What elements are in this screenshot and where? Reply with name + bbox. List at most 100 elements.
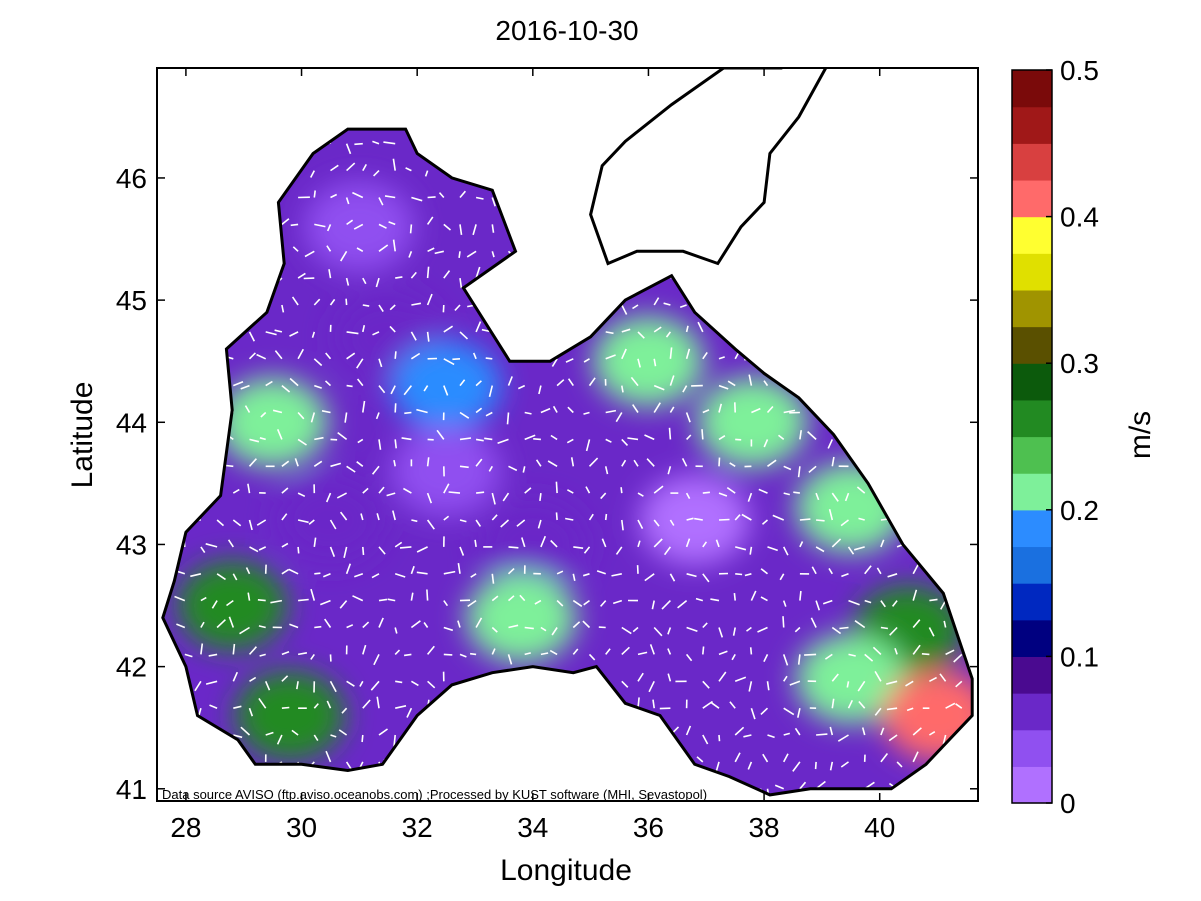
velocity-arrow xyxy=(297,348,305,360)
velocity-arrow xyxy=(516,519,526,527)
colorbar-swatch xyxy=(1012,216,1052,254)
velocity-arrow xyxy=(961,516,972,521)
velocity-arrow xyxy=(816,519,825,522)
velocity-arrow xyxy=(346,680,355,687)
velocity-arrow xyxy=(604,513,608,521)
velocity-arrow xyxy=(362,644,367,655)
velocity-arrow xyxy=(346,384,353,388)
velocity-arrow xyxy=(388,221,396,226)
velocity-arrow xyxy=(323,573,331,578)
velocity-arrow xyxy=(637,492,644,497)
velocity-arrow xyxy=(410,352,421,360)
velocity-arrow xyxy=(232,519,242,527)
velocity-arrow xyxy=(459,411,470,419)
velocity-arrow xyxy=(766,331,774,343)
velocity-arrow xyxy=(551,627,558,636)
velocity-arrow xyxy=(799,781,807,790)
velocity-arrow xyxy=(459,190,467,199)
velocity-arrow xyxy=(265,331,277,336)
velocity-arrow xyxy=(749,647,753,655)
velocity-arrow xyxy=(507,134,510,144)
velocity-arrow xyxy=(895,143,898,152)
velocity-arrow xyxy=(297,411,305,420)
velocity-arrow xyxy=(678,754,688,763)
velocity-arrow xyxy=(585,486,591,494)
velocity-arrow xyxy=(565,250,574,258)
velocity-arrow xyxy=(564,196,574,200)
velocity-arrow xyxy=(844,412,850,425)
velocity-arrow xyxy=(924,411,930,419)
velocity-arrow xyxy=(824,298,833,306)
velocity-arrow xyxy=(912,465,921,470)
velocity-arrow xyxy=(726,788,736,793)
velocity-arrow xyxy=(585,439,591,452)
velocity-arrow xyxy=(831,277,835,286)
velocity-arrow xyxy=(345,563,352,575)
velocity-arrow xyxy=(955,703,963,709)
velocity-arrow xyxy=(904,331,914,334)
velocity-arrow xyxy=(905,680,914,687)
velocity-arrow xyxy=(538,385,542,395)
velocity-arrow xyxy=(631,216,639,225)
velocity-arrow xyxy=(605,648,611,655)
velocity-arrow xyxy=(343,546,348,558)
velocity-arrow xyxy=(961,191,968,199)
velocity-arrow xyxy=(281,487,289,494)
velocity-arrow xyxy=(729,701,736,709)
velocity-arrow xyxy=(653,297,660,306)
velocity-arrow xyxy=(605,142,617,150)
velocity-arrow xyxy=(240,304,250,308)
velocity-arrow xyxy=(356,378,364,387)
velocity-arrow xyxy=(919,327,930,333)
velocity-arrow xyxy=(483,705,493,709)
velocity-arrow xyxy=(297,652,308,656)
velocity-arrow xyxy=(440,734,445,747)
velocity-arrow xyxy=(178,732,186,736)
velocity-arrow xyxy=(540,652,549,656)
velocity-arrow xyxy=(324,618,332,628)
velocity-arrow xyxy=(906,358,914,370)
velocity-arrow xyxy=(329,519,337,530)
velocity-arrow xyxy=(176,223,186,230)
velocity-arrow xyxy=(168,438,176,443)
velocity-arrow xyxy=(337,431,348,441)
velocity-arrow xyxy=(411,302,422,306)
velocity-arrow xyxy=(864,411,875,416)
velocity-arrow xyxy=(567,700,574,709)
velocity-arrow xyxy=(702,646,705,655)
velocity-arrow xyxy=(848,437,856,441)
velocity-arrow xyxy=(945,515,952,521)
velocity-arrow xyxy=(829,761,834,771)
velocity-arrow xyxy=(485,357,493,360)
velocity-arrow xyxy=(942,267,947,279)
velocity-arrow xyxy=(540,407,551,414)
velocity-arrow xyxy=(760,568,768,575)
velocity-arrow xyxy=(837,734,849,742)
velocity-arrow xyxy=(329,546,336,557)
velocity-arrow xyxy=(831,217,839,225)
velocity-arrow xyxy=(491,595,499,602)
velocity-arrow xyxy=(508,624,519,629)
velocity-arrow xyxy=(797,466,801,478)
speed-region xyxy=(697,377,808,468)
velocity-arrow xyxy=(211,331,218,340)
velocity-arrow xyxy=(601,538,607,548)
velocity-arrow xyxy=(378,244,389,252)
velocity-arrow xyxy=(533,243,542,252)
velocity-arrow xyxy=(588,377,596,387)
velocity-arrow xyxy=(325,750,332,763)
velocity-arrow xyxy=(726,486,736,494)
velocity-arrow xyxy=(321,410,331,414)
speed-region xyxy=(177,560,288,651)
velocity-arrow xyxy=(371,465,380,475)
velocity-arrow xyxy=(749,546,753,555)
velocity-arrow xyxy=(537,519,542,529)
velocity-arrow xyxy=(653,485,664,494)
velocity-arrow xyxy=(524,434,536,441)
velocity-arrow xyxy=(419,754,429,763)
velocity-arrow xyxy=(443,626,454,632)
velocity-arrow xyxy=(556,600,564,607)
velocity-arrow xyxy=(863,224,868,231)
velocity-arrow xyxy=(533,219,542,226)
velocity-arrow xyxy=(696,756,704,763)
